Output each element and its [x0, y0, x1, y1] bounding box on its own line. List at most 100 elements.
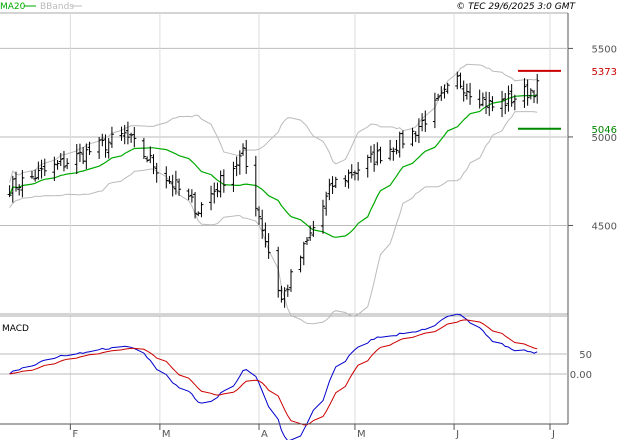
- ohlc-bar: [372, 144, 377, 172]
- ohlc-bar: [33, 169, 38, 182]
- ohlc-bar: [29, 171, 34, 179]
- ohlc-bar: [36, 161, 41, 180]
- ohlc-bar: [352, 170, 357, 181]
- ohlc-bar: [308, 225, 313, 241]
- ohlc-bar: [500, 90, 505, 118]
- ohlc-bar: [346, 169, 351, 189]
- ohlc-bar: [490, 96, 495, 112]
- ohlc-bar: [343, 175, 348, 187]
- ohlc-bar: [512, 94, 517, 111]
- ohlc-bar: [154, 162, 159, 183]
- ohlc-bar: [420, 113, 425, 132]
- ohlc-bar: [445, 82, 450, 94]
- level-label: 5373: [592, 67, 617, 78]
- ohlc-bar: [311, 220, 316, 237]
- price-tick-label: 5500: [592, 44, 617, 55]
- price-tick-labels: 4500 5000 5500: [568, 44, 617, 232]
- ohlc-bar: [7, 185, 12, 198]
- ohlc-bar: [186, 188, 191, 201]
- ohlc-bar: [528, 88, 533, 100]
- ohlc-bar: [241, 143, 246, 156]
- ohlc-bar: [276, 246, 281, 298]
- ohlc-bar: [148, 146, 153, 164]
- macd-tick-label: 0.00: [570, 370, 592, 381]
- ohlc-bar: [167, 175, 172, 184]
- ohlc-bar: [442, 84, 447, 99]
- ohlc-bar: [506, 85, 511, 112]
- ohlc-bar: [468, 83, 473, 105]
- ohlc-bar: [535, 74, 540, 104]
- ohlc-bar: [84, 143, 89, 170]
- ohlc-bar: [330, 176, 335, 195]
- ohlc-bar: [439, 86, 444, 101]
- macd-tick-labels: 0.00 50: [570, 350, 592, 381]
- price-panel: 5373 5046 4500 5000 5500: [0, 12, 617, 424]
- x-tick-label: J: [551, 429, 555, 440]
- ohlc-bar: [253, 155, 258, 217]
- ohlc-bar: [109, 126, 114, 148]
- ohlc-bar: [391, 147, 396, 161]
- bollinger-lower-line: [9, 111, 538, 325]
- ohlc-bar: [151, 154, 156, 175]
- price-gridlines: [0, 47, 568, 226]
- x-tick-label: M: [357, 429, 366, 440]
- ohlc-bar: [189, 189, 194, 203]
- ohlc-bar: [177, 178, 182, 196]
- ohlc-bar: [477, 89, 482, 109]
- ohlc-bar: [365, 154, 370, 178]
- ohlc-bar: [461, 80, 466, 102]
- ohlc-bar: [106, 138, 111, 159]
- x-tick-label: F: [72, 429, 78, 440]
- macd-panel: MACD 0.00 50: [0, 313, 592, 440]
- ohlc-bar: [327, 178, 332, 201]
- ohlc-bar: [173, 170, 178, 195]
- ohlc-bar: [458, 72, 463, 89]
- ohlc-bar: [199, 202, 204, 218]
- x-tick-label: A: [261, 429, 268, 440]
- ohlc-bar: [378, 146, 383, 164]
- ohlc-bar: [234, 156, 239, 177]
- ohlc-bar: [410, 127, 415, 147]
- ohlc-bar: [145, 156, 150, 163]
- ohlc-bar: [119, 126, 124, 141]
- legend-ma20-label: MA20: [0, 2, 26, 12]
- month-gridlines: [69, 13, 551, 424]
- ohlc-bar: [400, 130, 405, 149]
- ohlc-bar: [61, 150, 66, 172]
- ohlc-bar: [480, 92, 485, 107]
- ohlc-bar: [525, 79, 530, 106]
- macd-title: MACD: [2, 324, 29, 334]
- ohlc-bar: [375, 142, 380, 166]
- ohlc-bar: [487, 91, 492, 116]
- ohlc-bar: [215, 182, 220, 198]
- ohlc-bar: [55, 159, 60, 170]
- price-tick-label: 4500: [592, 221, 617, 232]
- ohlc-bar: [532, 89, 537, 104]
- ohlc-bar: [132, 126, 137, 148]
- ohlc-bars: [7, 71, 540, 308]
- ohlc-bar: [257, 206, 262, 225]
- macd-signal-line: [9, 319, 538, 426]
- bollinger-upper-line: [9, 63, 538, 183]
- ohlc-bar: [333, 176, 338, 189]
- ohlc-bar: [20, 170, 25, 198]
- ohlc-bar: [77, 143, 82, 163]
- ohlc-bar: [209, 185, 214, 211]
- ohlc-bar: [298, 255, 303, 273]
- ohlc-bar: [304, 236, 309, 246]
- ohlc-bar: [464, 83, 469, 100]
- ohlc-bar: [122, 124, 127, 145]
- x-tick-label: M: [162, 429, 171, 440]
- ohlc-bar: [170, 174, 175, 197]
- ohlc-bar: [455, 71, 460, 90]
- ohlc-bar: [320, 199, 325, 234]
- ohlc-bar: [282, 287, 287, 308]
- ohlc-bar: [212, 182, 217, 204]
- ohlc-bar: [87, 141, 92, 155]
- ohlc-bar: [74, 144, 79, 175]
- ohlc-bar: [52, 156, 57, 181]
- ohlc-bar: [509, 84, 514, 107]
